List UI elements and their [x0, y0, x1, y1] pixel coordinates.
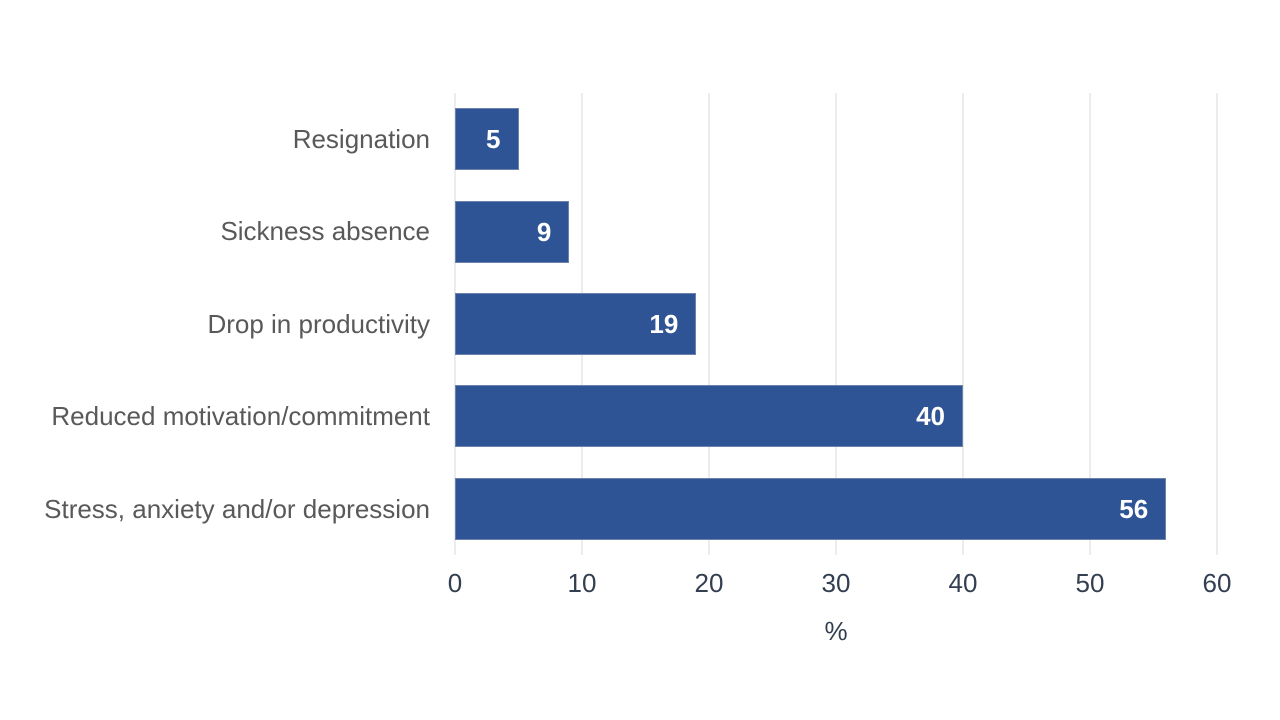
- category-label: Drop in productivity: [207, 308, 430, 339]
- value-label: 40: [916, 401, 945, 432]
- category-row: Resignation: [0, 93, 430, 185]
- category-label: Sickness absence: [220, 216, 430, 247]
- gridline: [962, 93, 964, 555]
- x-axis: 0 10 20 30 40 50 60: [448, 568, 1232, 600]
- bar-row: 5: [455, 93, 1217, 185]
- value-label: 9: [536, 216, 552, 247]
- category-row: Sickness absence: [0, 185, 430, 277]
- x-axis-title: %: [824, 616, 848, 646]
- gridline: [1216, 93, 1218, 555]
- plot-area: 5 9 19 40 56: [454, 93, 1218, 555]
- bar-row: 9: [455, 185, 1217, 277]
- category-label: Stress, anxiety and/or depression: [44, 493, 430, 524]
- bar: 9: [455, 200, 570, 263]
- bar-row: 40: [455, 370, 1217, 462]
- value-label: 56: [1119, 493, 1149, 524]
- bar: 19: [455, 293, 697, 356]
- x-tick-label: 10: [567, 568, 597, 598]
- gridline: [708, 93, 710, 555]
- gridline: [835, 93, 837, 555]
- category-label: Reduced motivation/commitment: [51, 401, 430, 432]
- x-tick-label: 0: [447, 568, 463, 598]
- category-row: Drop in productivity: [0, 278, 430, 370]
- category-axis: Resignation Sickness absence Drop in pro…: [0, 93, 430, 555]
- category-row: Stress, anxiety and/or depression: [0, 463, 430, 555]
- bar-series: 5 9 19 40 56: [455, 93, 1217, 555]
- x-tick-label: 40: [948, 568, 978, 598]
- category-label: Resignation: [292, 123, 430, 154]
- x-tick-label: 50: [1075, 568, 1105, 598]
- bar-row: 56: [455, 463, 1217, 555]
- bar: 56: [455, 477, 1167, 540]
- category-row: Reduced motivation/commitment: [0, 370, 430, 462]
- value-label: 5: [486, 124, 501, 155]
- bar: 5: [455, 108, 519, 171]
- gridline: [1089, 93, 1091, 555]
- x-tick-label: 20: [694, 568, 724, 598]
- value-label: 19: [649, 309, 679, 340]
- bar-row: 19: [455, 278, 1217, 370]
- bar: 40: [455, 385, 963, 448]
- x-tick-label: 30: [821, 568, 851, 598]
- x-tick-label: 60: [1202, 568, 1232, 598]
